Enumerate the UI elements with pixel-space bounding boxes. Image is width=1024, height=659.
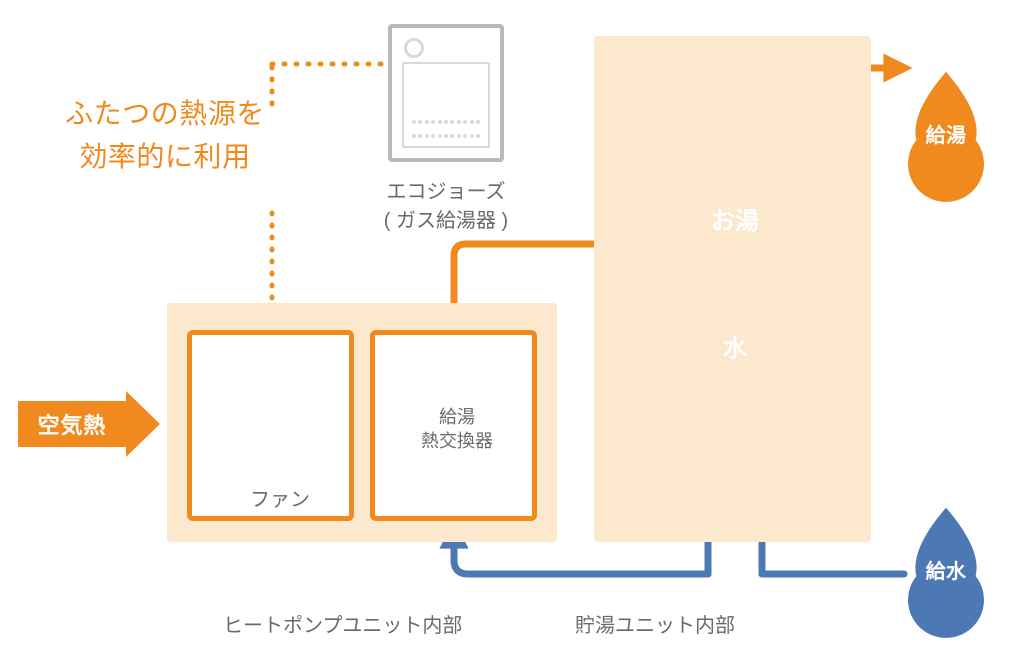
tank-hot-label: お湯 — [670, 201, 800, 236]
eco-jozu-box — [388, 24, 504, 162]
heatpump-unit-label: ヒートポンプユニット内部 — [223, 612, 462, 641]
air-heat-badge: 空気熱 — [18, 401, 160, 447]
headline: ふたつの熱源を 効率的に利用 — [40, 92, 290, 179]
tank-cold-label: 水 — [670, 328, 800, 363]
storage-panel — [594, 36, 871, 542]
exchanger-label: 給湯 熱交換器 — [416, 405, 498, 454]
storage-unit-label: 貯湯ユニット内部 — [575, 612, 735, 641]
fan-label: ファン — [240, 486, 320, 515]
cold-drop-label: 給水 — [908, 555, 984, 584]
hot-drop-label: 給湯 — [908, 119, 984, 148]
eco-jozu-label: エコジョーズ ( ガス給湯器 ) — [341, 178, 551, 236]
